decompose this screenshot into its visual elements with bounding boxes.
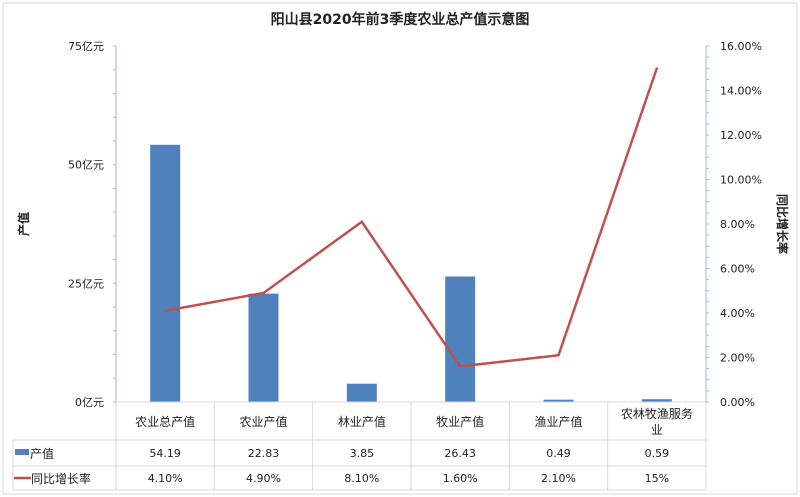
right-tick-label: 10.00% <box>720 174 762 187</box>
line-point <box>459 365 462 368</box>
line-value-label: 15% <box>645 472 669 485</box>
growth-line <box>164 67 659 368</box>
category-label: 牧业产值 <box>436 414 484 429</box>
category-label: 林业产值 <box>338 414 386 429</box>
line-value-label: 2.10% <box>541 472 576 485</box>
right-tick-label: 0.00% <box>720 396 755 409</box>
category-label: 农业产值 <box>239 414 287 429</box>
bar-value-label: 26.43 <box>444 447 476 460</box>
right-tick-label: 14.00% <box>720 85 762 98</box>
right-axis-title: 同比增长率 <box>775 194 790 254</box>
bar-value-label: 3.85 <box>350 447 375 460</box>
bar-value-label: 0.49 <box>546 447 571 460</box>
right-tick-label: 16.00% <box>720 40 762 53</box>
bar-value-label: 0.59 <box>645 447 670 460</box>
category-label: 渔业产值 <box>534 414 582 429</box>
line-point <box>164 309 167 312</box>
right-tick-label: 8.00% <box>720 218 755 231</box>
line-value-label: 4.10% <box>148 472 183 485</box>
bar <box>346 383 377 402</box>
line-value-label: 8.10% <box>344 472 379 485</box>
bar <box>641 399 672 402</box>
left-tick-label: 50亿元 <box>68 159 104 172</box>
line-point <box>262 291 265 294</box>
right-tick-label: 2.00% <box>720 352 755 365</box>
line-value-label: 4.90% <box>246 472 281 485</box>
left-tick-label: 75亿元 <box>68 40 104 53</box>
bar <box>543 399 574 402</box>
legend-line-label: 同比增长率 <box>31 471 91 486</box>
left-tick-label: 25亿元 <box>68 277 104 290</box>
right-tick-label: 6.00% <box>720 263 755 276</box>
category-label: 农业总产值 <box>135 414 195 429</box>
bar-value-label: 54.19 <box>149 447 181 460</box>
bar-value-label: 22.83 <box>248 447 280 460</box>
left-axis-title: 产值 <box>16 212 31 236</box>
legend-bar-swatch <box>15 449 29 455</box>
legend-bar-label: 产值 <box>30 446 54 461</box>
line-value-label: 1.60% <box>443 472 478 485</box>
right-tick-label: 4.00% <box>720 307 755 320</box>
bar <box>248 293 279 402</box>
line-point <box>360 220 363 223</box>
category-label: 农林牧渔服务 <box>621 406 693 421</box>
category-label: 业 <box>651 423 663 437</box>
line-point <box>557 354 560 357</box>
line-point <box>655 67 658 70</box>
chart-title: 阳山县2020年前3季度农业总产值示意图 <box>271 11 530 28</box>
right-tick-label: 12.00% <box>720 129 762 142</box>
bar <box>445 276 476 402</box>
bar <box>150 144 181 402</box>
left-tick-label: 0亿元 <box>75 396 104 409</box>
